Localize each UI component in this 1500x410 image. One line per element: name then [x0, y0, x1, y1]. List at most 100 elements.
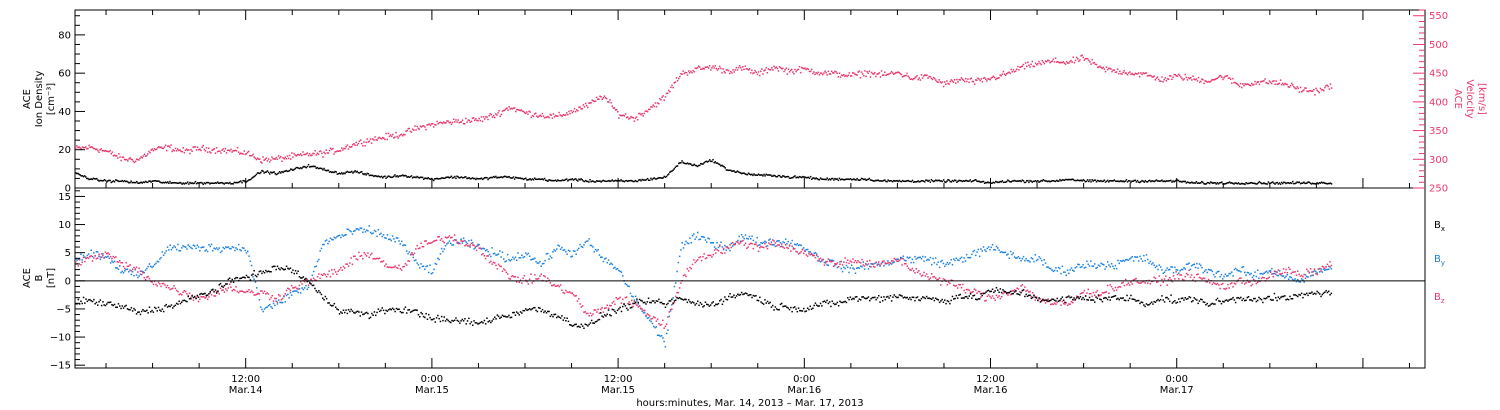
density-series-point — [154, 180, 157, 182]
velocity-series-point — [1153, 75, 1155, 77]
velocity-series-point — [593, 100, 596, 103]
velocity-series-point — [952, 81, 955, 83]
bz-series-point — [359, 255, 361, 257]
velocity-series-point — [1272, 80, 1274, 83]
density-series-point — [1233, 183, 1235, 185]
density-series-point — [539, 178, 541, 181]
density-series-point — [1137, 181, 1140, 183]
by-series-point — [624, 283, 627, 285]
bx-series-point — [611, 308, 614, 311]
bx-series-point — [331, 305, 333, 307]
by-series-point — [949, 262, 951, 264]
bx-series-point — [213, 291, 215, 293]
by-series-point — [622, 275, 624, 277]
velocity-series-point — [1315, 87, 1317, 90]
bz-series-point — [1019, 290, 1021, 293]
velocity-series-point — [1100, 66, 1102, 69]
by-series-point — [821, 259, 823, 261]
density-series-point — [808, 177, 811, 179]
velocity-series-point — [823, 72, 825, 74]
density-series-point — [702, 163, 704, 165]
bz-series-point — [1302, 276, 1304, 278]
density-series-point — [367, 173, 370, 175]
bz-series-point — [944, 278, 946, 281]
density-series-point — [405, 175, 407, 177]
velocity-series-point — [97, 149, 99, 152]
bz-series-point — [1118, 286, 1120, 288]
bz-series-point — [893, 257, 895, 260]
density-series-point — [917, 180, 919, 182]
bz-series-point — [587, 312, 589, 315]
by-series-point — [1244, 271, 1246, 274]
density-series-point — [88, 178, 90, 181]
velocity-series-point — [1290, 82, 1293, 85]
density-series-point — [426, 177, 428, 180]
bx-series-point — [143, 310, 145, 312]
density-series-point — [1089, 179, 1091, 181]
by-series-point — [1315, 270, 1317, 273]
bx-series-point — [1016, 293, 1018, 295]
bx-series-point — [1072, 298, 1074, 301]
density-series-point — [741, 172, 743, 175]
by-series-point — [1312, 274, 1314, 277]
density-series-point — [629, 180, 631, 182]
bz-series-point — [592, 313, 594, 315]
density-series-point — [1152, 180, 1154, 182]
density-series-point — [151, 180, 153, 182]
density-series-point — [341, 172, 343, 174]
bz-series-point — [148, 277, 151, 280]
density-series-point — [846, 178, 848, 180]
by-series-point — [338, 234, 341, 237]
velocity-series-point — [899, 72, 902, 75]
velocity-series-point — [1125, 72, 1128, 75]
density-series-point — [1045, 180, 1048, 182]
bz-series-point — [1144, 282, 1146, 284]
bx-series-point — [126, 308, 129, 310]
by-series-point — [968, 257, 970, 259]
bz-series-point — [197, 300, 200, 303]
velocity-series-point — [445, 121, 447, 124]
density-series-point — [858, 179, 861, 181]
velocity-series-point — [489, 113, 491, 115]
density-series-point — [1141, 179, 1143, 182]
velocity-series-point — [536, 115, 538, 117]
bx-series-point — [490, 321, 492, 324]
bz-series-point — [894, 258, 897, 261]
bx-series-point — [375, 314, 377, 317]
bz-series-point — [923, 271, 925, 274]
density-series-point — [1070, 179, 1072, 181]
velocity-series-point — [521, 110, 524, 112]
bz-series-point — [1183, 279, 1185, 281]
by-series-point — [774, 245, 777, 248]
velocity-series-point — [266, 160, 269, 162]
bx-series-point — [606, 313, 608, 315]
bx-series-point — [552, 315, 554, 318]
density-series-point — [883, 179, 885, 182]
by-series-point — [571, 255, 574, 257]
velocity-series-point — [1026, 65, 1028, 67]
density-series-point — [1274, 183, 1276, 185]
by-series-point — [250, 264, 253, 267]
density-series-point — [499, 176, 501, 178]
by-series-point — [1154, 266, 1157, 269]
bz-series-point — [677, 291, 680, 294]
bx-series-point — [973, 294, 976, 297]
velocity-series-point — [1018, 69, 1020, 71]
bx-series-point — [805, 310, 808, 312]
bx-series-point — [389, 308, 391, 310]
velocity-series-point — [622, 114, 624, 116]
by-series-point — [1137, 260, 1140, 262]
bz-series-point — [535, 278, 537, 280]
bx-series-point — [900, 294, 902, 297]
bz-series-point — [857, 260, 859, 262]
velocity-series-point — [775, 66, 777, 68]
density-series-point — [880, 180, 883, 182]
density-series-point — [1244, 183, 1246, 186]
by-series-point — [620, 271, 623, 273]
bz-series-point — [377, 257, 380, 260]
bx-series-point — [740, 291, 743, 294]
by-series-point — [1328, 268, 1330, 270]
by-series-point — [713, 246, 716, 248]
by-series-point — [1002, 251, 1004, 254]
by-series-point — [1079, 266, 1082, 269]
